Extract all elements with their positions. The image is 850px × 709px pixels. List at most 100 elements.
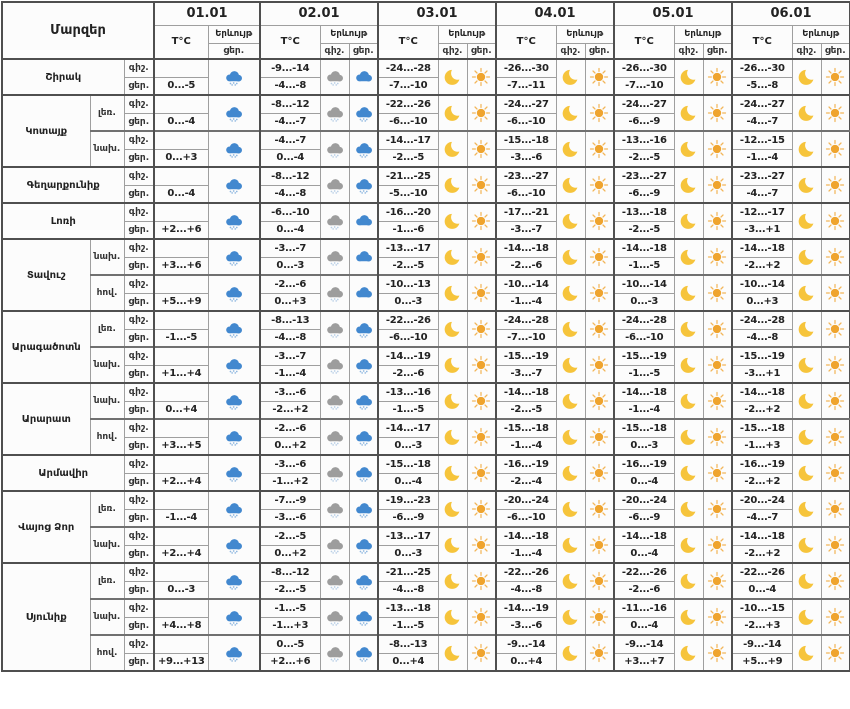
sun-icon	[589, 175, 609, 195]
weather-cell	[584, 130, 615, 168]
time-of-day-label: գիշ.	[123, 418, 155, 438]
night-subcolumn-header: գիշ.	[555, 42, 586, 60]
temp-cell: -1...-4	[613, 400, 675, 420]
temp-cell: -16...-19	[495, 454, 557, 474]
sun-icon	[707, 283, 727, 303]
snow-cloud-night-icon	[324, 68, 345, 87]
weather-cell	[207, 310, 261, 348]
weather-cell	[791, 598, 822, 636]
weather-cell	[466, 382, 497, 420]
temp-cell: +2...+6	[153, 220, 209, 240]
weather-cell	[820, 418, 850, 456]
time-of-day-label: ցեր.	[123, 544, 155, 564]
moon-icon	[561, 534, 582, 555]
weather-cell	[348, 310, 379, 348]
temp-cell: -14...-17	[377, 418, 439, 438]
moon-icon	[797, 246, 818, 267]
sun-icon	[471, 391, 491, 411]
snow-cloud-day-icon	[353, 176, 374, 195]
temp-cell: 0...-4	[613, 544, 675, 564]
temp-cell: 0...+3	[153, 148, 209, 168]
weather-cell	[466, 310, 497, 348]
temp-cell: -14...-17	[377, 130, 439, 150]
temp-cell: -1...-5	[377, 400, 439, 420]
temp-cell: -11...-16	[613, 598, 675, 618]
moon-icon	[443, 174, 464, 195]
temp-column-header: T°C	[259, 24, 321, 60]
sun-icon	[707, 175, 727, 195]
weather-cell	[791, 490, 822, 528]
temp-cell: 0...-3	[613, 436, 675, 456]
weather-cell	[555, 562, 586, 600]
region-name: Արմավիր	[1, 454, 125, 492]
region-name: Լոռի	[1, 202, 125, 240]
sun-icon	[825, 211, 845, 231]
weather-cell	[466, 274, 497, 312]
temp-cell: -9...-14	[259, 58, 321, 78]
temp-cell: -24...-28	[377, 58, 439, 78]
snow-cloud-night-icon	[324, 572, 345, 591]
moon-icon	[561, 462, 582, 483]
weather-cell	[702, 382, 733, 420]
sun-icon	[589, 391, 609, 411]
day-subcolumn-header: ցեր.	[820, 42, 850, 60]
temp-cell: -2...-6	[377, 364, 439, 384]
weather-cell	[555, 598, 586, 636]
moon-icon	[797, 210, 818, 231]
temp-cell: -6...-9	[613, 508, 675, 528]
temp-cell: -9...-14	[495, 634, 557, 654]
weather-cell	[348, 454, 379, 492]
weather-cell	[673, 202, 704, 240]
sun-icon	[825, 175, 845, 195]
weather-cell	[207, 562, 261, 600]
temp-cell: 0...+4	[377, 652, 439, 672]
time-of-day-label: ցեր.	[123, 652, 155, 672]
temp-cell: -2...+3	[731, 616, 793, 636]
weather-cell	[820, 490, 850, 528]
snow-cloud-day-icon	[223, 248, 244, 267]
snow-cloud-day-icon	[223, 320, 244, 339]
temp-cell: -4...-7	[259, 130, 321, 150]
moon-icon	[561, 318, 582, 339]
time-of-day-label: գիշ.	[123, 454, 155, 474]
weather-cell	[791, 202, 822, 240]
temp-cell: -23...-27	[731, 166, 793, 186]
temp-cell: -26...-30	[731, 58, 793, 78]
weather-cell	[584, 418, 615, 456]
temp-cell: -7...-9	[259, 490, 321, 510]
weather-cell	[702, 166, 733, 204]
temp-cell: -3...-6	[495, 148, 557, 168]
time-of-day-label: ցեր.	[123, 328, 155, 348]
weather-cell	[555, 58, 586, 96]
zone-label: նախ.	[89, 130, 125, 168]
temp-cell: -22...-26	[495, 562, 557, 582]
sun-icon	[471, 355, 491, 375]
temp-cell: -2...+2	[731, 544, 793, 564]
temp-cell: -12...-17	[731, 202, 793, 222]
temp-cell: -10...-14	[613, 274, 675, 294]
sun-icon	[471, 139, 491, 159]
moon-icon	[561, 606, 582, 627]
sun-icon	[471, 535, 491, 555]
region-name: Շիրակ	[1, 58, 125, 96]
weather-cell	[702, 598, 733, 636]
weather-cell	[348, 94, 379, 132]
snow-cloud-night-icon	[324, 176, 345, 195]
weather-cell	[437, 418, 468, 456]
weather-cell	[466, 418, 497, 456]
moon-icon	[443, 66, 464, 87]
snow-cloud-day-icon	[223, 608, 244, 627]
date-header: 06.01	[731, 1, 850, 26]
weather-cell	[319, 94, 350, 132]
weather-cell	[207, 238, 261, 276]
time-of-day-label: գիշ.	[123, 526, 155, 546]
snow-cloud-day-icon	[353, 500, 374, 519]
sun-icon	[589, 211, 609, 231]
temp-cell: -1...-4	[259, 364, 321, 384]
sun-icon	[707, 211, 727, 231]
snow-cloud-day-icon	[353, 320, 374, 339]
temp-cell: -14...-18	[613, 526, 675, 546]
region-name: Արագածոտն	[1, 310, 91, 384]
moon-icon	[679, 138, 700, 159]
snow-cloud-day-icon	[223, 68, 244, 87]
